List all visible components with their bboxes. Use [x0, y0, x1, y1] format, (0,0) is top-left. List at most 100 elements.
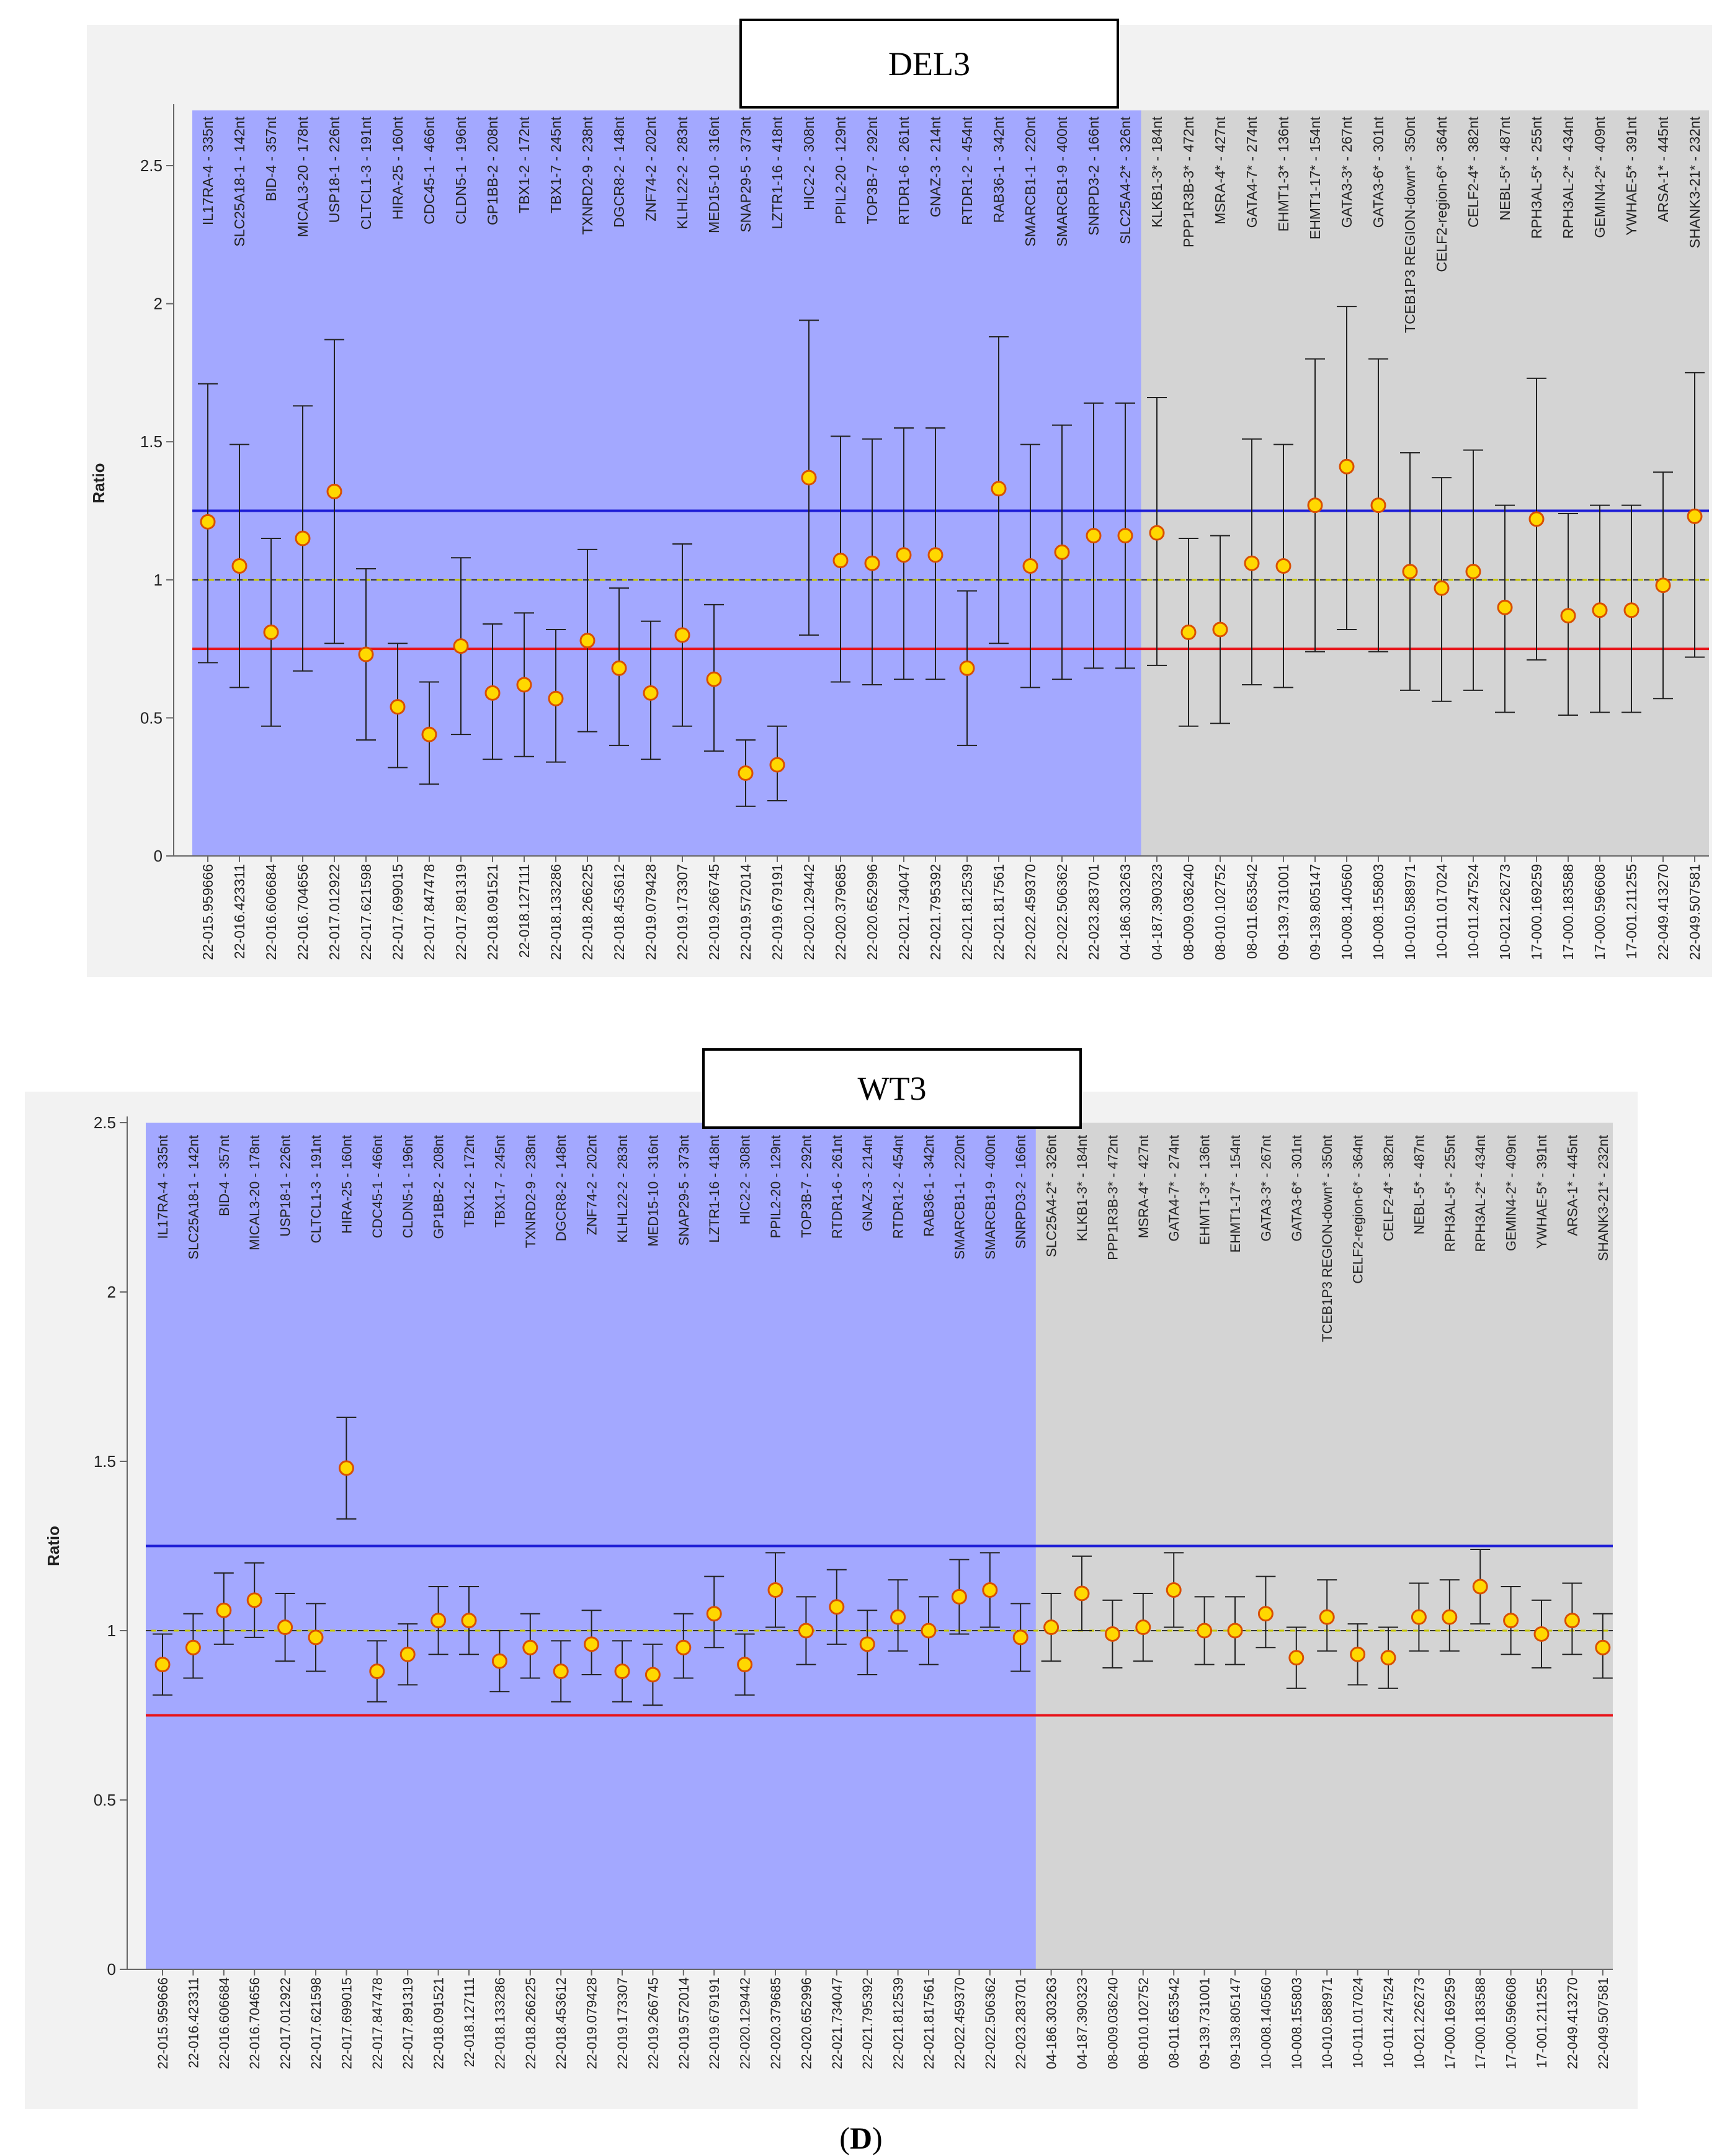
wt3-probe-label: CELF2-4* - 382nt	[1381, 1135, 1396, 1241]
wt3-position-label: 22-019.173307	[615, 1977, 630, 2069]
del3-probe-label: TCEB1P3 REGION-down* - 350nt	[1402, 116, 1418, 333]
wt3-position-label: 22-017.847478	[370, 1977, 385, 2069]
del3-data-point	[1086, 528, 1102, 544]
wt3-position-label: 22-019.572014	[676, 1977, 692, 2069]
del3-probe-label: MED15-10 - 316nt	[706, 116, 722, 233]
del3-y-axis-label: Ratio	[89, 463, 108, 504]
del3-probe-label: CELF2-region-6* - 364nt	[1434, 116, 1450, 272]
del3-probe-label: CLTCL1-3 - 191nt	[358, 116, 374, 229]
wt3-data-point	[1197, 1623, 1213, 1639]
del3-probe-label: HIRA-25 - 160nt	[390, 116, 406, 220]
wt3-probe-label: EHMT1-3* - 136nt	[1197, 1135, 1213, 1245]
wt3-data-point	[1166, 1582, 1182, 1598]
del3-probe-label: SLC25A4-2* - 326nt	[1117, 116, 1133, 244]
figure-label: D	[849, 2121, 873, 2155]
wt3-data-point	[1380, 1650, 1396, 1666]
wt3-data-point	[706, 1606, 722, 1622]
del3-data-point	[484, 685, 501, 701]
wt3-data-point	[399, 1646, 416, 1662]
wt3-probe-label: TCEB1P3 REGION-down* - 350nt	[1319, 1135, 1335, 1342]
wt3-chart-title: WT3	[702, 1048, 1082, 1129]
wt3-probe-label: KLKB1-3* - 184nt	[1074, 1135, 1090, 1241]
wt3-position-label: 09-139.731001	[1197, 1977, 1213, 2069]
wt3-data-point	[1595, 1639, 1611, 1655]
del3-position-label: 22-021.812539	[959, 864, 975, 960]
wt3-probe-label: RTDR1-2 - 454nt	[891, 1135, 906, 1239]
del3-position-label: 22-018.133286	[548, 864, 564, 960]
del3-position-label: 22-022.459370	[1022, 864, 1038, 960]
del3-data-point	[326, 483, 342, 499]
wt3-y-tick-label: 1.5	[94, 1452, 116, 1471]
wt3-probe-label: GATA4-7* - 274nt	[1166, 1135, 1182, 1242]
del3-position-label: 10-021.226273	[1497, 864, 1513, 960]
wt3-data-point	[461, 1613, 477, 1629]
del3-probe-label: SLC25A18-1 - 142nt	[231, 116, 248, 246]
del3-probe-label: TBX1-2 - 172nt	[516, 116, 532, 213]
del3-data-point	[991, 481, 1007, 497]
del3-position-label: 10-011.247524	[1465, 864, 1481, 959]
del3-probe-label: TBX1-7 - 245nt	[548, 116, 564, 213]
del3-data-point	[896, 547, 912, 563]
del3-data-point	[579, 633, 596, 649]
wt3-position-label: 22-017.699015	[339, 1977, 354, 2069]
del3-data-point	[1497, 599, 1513, 615]
del3-probe-label: CDC45-1 - 466nt	[421, 116, 437, 224]
del3-probe-label: RAB36-1 - 342nt	[991, 116, 1007, 223]
del3-reference-region	[1141, 110, 1709, 856]
wt3-position-label: 22-022.506362	[983, 1977, 998, 2069]
del3-probe-label: EHMT1-3* - 136nt	[1275, 116, 1292, 231]
wt3-position-label: 22-021.734047	[829, 1977, 845, 2069]
del3-probe-label: SNAP29-5 - 373nt	[738, 116, 754, 232]
del3-probe-label: TOP3B-7 - 292nt	[864, 116, 880, 224]
del3-data-point	[1022, 558, 1038, 574]
del3-probe-label: GEMIN4-2* - 409nt	[1592, 116, 1608, 238]
del3-y-tick-label: 1.5	[140, 432, 163, 451]
del3-position-label: 04-187.390323	[1149, 864, 1165, 960]
wt3-position-label: 17-000.169259	[1442, 1977, 1458, 2069]
wt3-y-tick-label: 1	[107, 1621, 116, 1640]
del3-data-point	[864, 555, 880, 571]
wt3-position-label: 10-021.226273	[1411, 1977, 1427, 2069]
wt3-position-label: 08-009.036240	[1105, 1977, 1120, 2069]
del3-data-point	[1434, 580, 1450, 596]
del3-position-label: 22-022.506362	[1054, 864, 1070, 960]
wt3-probe-label: KLHL22-2 - 283nt	[615, 1135, 630, 1243]
wt3-y-tick-label: 0	[107, 1960, 116, 1979]
del3-data-point	[1528, 511, 1545, 527]
del3-position-label: 10-008.140560	[1339, 864, 1355, 960]
del3-position-label: 22-017.699015	[390, 864, 406, 960]
wt3-data-point	[584, 1636, 600, 1652]
del3-position-label: 10-008.155803	[1370, 864, 1386, 960]
del3-probe-label: SNRPD3-2 - 166nt	[1086, 116, 1102, 235]
del3-data-point	[927, 547, 944, 563]
wt3-data-point	[1043, 1619, 1060, 1636]
del3-position-label: 17-000.169259	[1528, 864, 1545, 960]
del3-data-point	[263, 624, 279, 640]
del3-chart: 0 0.5 1 1.5 2 2.5 Ratio 22-015.959666 IL17RA-4 -…	[89, 104, 1709, 960]
del3-probe-label: MSRA-4* - 427nt	[1212, 116, 1228, 224]
del3-data-point	[832, 553, 849, 569]
del3-probe-label: SMARCB1-1 - 220nt	[1022, 116, 1038, 246]
del3-data-point	[1370, 497, 1386, 514]
wt3-data-point	[1227, 1623, 1243, 1639]
del3-probe-label: GP1BB-2 - 208nt	[484, 116, 501, 225]
wt3-probe-label: MSRA-4* - 427nt	[1136, 1135, 1151, 1238]
wt3-chart: 0 0.5 1 1.5 2 2.5 Ratio 22-015.959666 IL17RA-4 -…	[44, 1113, 1613, 2069]
del3-data-point	[1149, 525, 1165, 541]
del3-position-label: 22-023.283701	[1086, 864, 1102, 960]
wt3-data-point	[1564, 1613, 1580, 1629]
wt3-y-axis-label: Ratio	[44, 1526, 63, 1566]
wt3-probe-label: CLDN5-1 - 196nt	[400, 1135, 416, 1238]
del3-position-label: 22-021.795392	[927, 864, 944, 960]
del3-position-label: 22-049.507581	[1687, 864, 1703, 960]
wt3-data-point	[1288, 1650, 1305, 1666]
del3-position-label: 22-019.572014	[738, 864, 754, 960]
wt3-probe-label: HIC2-2 - 308nt	[738, 1135, 753, 1224]
wt3-position-label: 22-020.652996	[798, 1977, 814, 2069]
wt3-position-label: 22-017.891319	[400, 1977, 416, 2069]
del3-data-point	[200, 514, 216, 530]
del3-probe-label: RPH3AL-5* - 255nt	[1528, 116, 1545, 238]
wt3-data-point	[154, 1657, 171, 1673]
del3-data-point	[643, 685, 659, 701]
